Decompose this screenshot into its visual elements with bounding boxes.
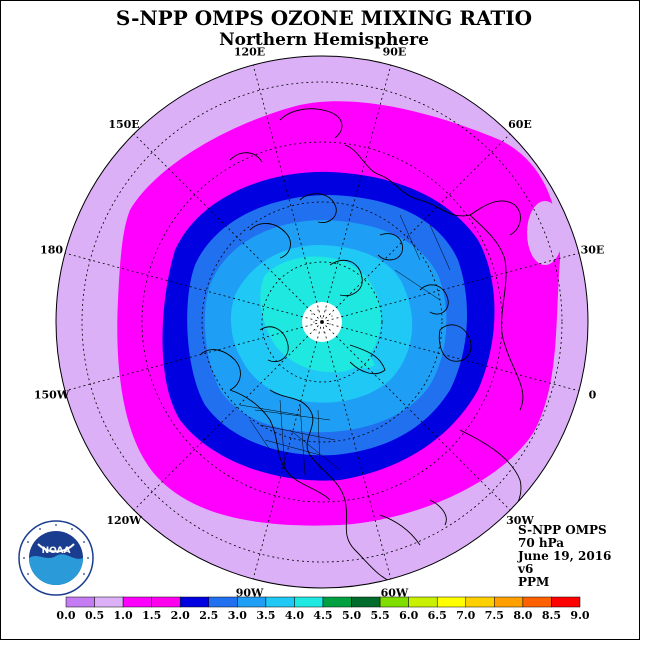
colorbar-swatch (494, 596, 524, 608)
colorbar-swatch (408, 596, 438, 608)
longitude-label: 120W (106, 514, 142, 527)
figure-frame (0, 0, 640, 640)
longitude-label: 60E (508, 118, 532, 131)
colorbar-tick-label: 8.0 (513, 609, 532, 622)
meridian-line (321, 321, 580, 392)
colorbar-swatch (237, 596, 267, 608)
colorbar-swatch (551, 596, 581, 608)
info-version: v6 (518, 562, 534, 576)
longitude-label: 180 (40, 244, 63, 257)
colorbar-swatch (65, 596, 95, 608)
colorbar-tick-label: 2.5 (199, 609, 218, 622)
colorbar-swatch (522, 596, 552, 608)
longitude-label: 150W (34, 388, 70, 401)
info-level: 70 hPa (518, 536, 565, 550)
info-date: June 19, 2016 (518, 549, 612, 563)
longitude-label: 60W (381, 586, 409, 599)
meridian-line (133, 133, 323, 323)
meridian-line (321, 321, 392, 580)
meridian-line (252, 64, 323, 323)
coastlines (199, 108, 524, 586)
meridian-line (321, 64, 392, 323)
meridian-line (64, 252, 323, 323)
meridian-line (133, 321, 323, 511)
longitude-label: 30E (581, 244, 605, 257)
longitude-label: 150E (108, 118, 139, 131)
longitude-labels: 90E 60E 30E 0 30W 60W 90W 120W 150W 180 150E 120E (34, 46, 604, 600)
colorbar-tick-label: 9.0 (570, 609, 589, 622)
latitude-circle (261, 261, 383, 383)
info-block: S-NPP OMPS 70 hPa June 19, 2016 v6 PPM (518, 524, 611, 589)
colorbar-tick-label: 4.0 (285, 609, 304, 622)
meridian-line (321, 133, 511, 323)
map-boundary (55, 55, 589, 589)
latitude-circle (81, 81, 563, 563)
colorbar-swatch (208, 596, 238, 608)
graticule (64, 64, 580, 580)
longitude-label: 120E (234, 46, 265, 59)
colorbar-swatch (436, 596, 467, 608)
colorbar-tick-label: 5.0 (342, 609, 361, 622)
logo-ring-dots (23, 524, 89, 575)
colorbar-tick-label: 0.5 (85, 609, 104, 622)
field-aqua-tongue (330, 330, 375, 369)
latitude-circle (201, 201, 443, 443)
info-units: PPM (518, 575, 550, 589)
colorbar-tick-label: 6.0 (399, 609, 418, 622)
colorbar-tick-label: 8.5 (542, 609, 561, 622)
colorbar-swatch (322, 596, 352, 608)
meridian-line (321, 252, 580, 323)
country-borders (239, 214, 451, 476)
colorbar-swatch (351, 596, 381, 608)
colorbar-swatch (151, 596, 181, 608)
latitude-circle (141, 141, 503, 503)
longitude-label: 30W (506, 514, 534, 527)
noaa-logo-icon: NOAA (18, 520, 94, 596)
colorbar-tick-label: 6.5 (428, 609, 447, 622)
meridian-line (64, 321, 323, 392)
colorbar-swatch (94, 596, 124, 608)
pole-dots (311, 309, 333, 333)
longitude-label: 90W (236, 586, 264, 599)
colorbar-tick-label: 3.0 (228, 609, 247, 622)
meridian-line (252, 321, 323, 580)
colorbar-tick-label: 7.5 (485, 609, 504, 622)
colorbar-tick-label: 3.5 (256, 609, 275, 622)
colorbar-tick-label: 2.0 (171, 609, 190, 622)
map-title: S-NPP OMPS OZONE MIXING RATIO (115, 6, 533, 30)
colorbar-swatch (465, 596, 495, 608)
colorbar-swatch (265, 596, 295, 608)
colorbar-swatch (179, 596, 210, 608)
colorbar-swatch (294, 596, 324, 608)
colorbar-tick-label: 7.0 (456, 609, 475, 622)
colorbar-tick-label: 5.5 (371, 609, 390, 622)
meridian-line (321, 321, 511, 511)
logo-text: NOAA (42, 546, 71, 556)
longitude-label: 90E (383, 46, 407, 59)
colorbar-swatch (379, 596, 409, 608)
colorbar-swatch (122, 596, 152, 608)
colorbar-tick-label: 4.5 (313, 609, 332, 622)
info-instrument: S-NPP OMPS (518, 523, 607, 537)
colorbar-tick-label: 1.5 (142, 609, 161, 622)
colorbar: 0.0 0.5 1.0 1.5 2.0 2.5 3.0 3.5 4.0 4.5 5.0 5.5 6.0 6… (56, 596, 590, 622)
colorbar-tick-label: 0.0 (56, 609, 75, 622)
longitude-label: 0 (589, 388, 597, 401)
map-subtitle: Northern Hemisphere (219, 30, 429, 50)
colorbar-tick-label: 1.0 (114, 609, 133, 622)
